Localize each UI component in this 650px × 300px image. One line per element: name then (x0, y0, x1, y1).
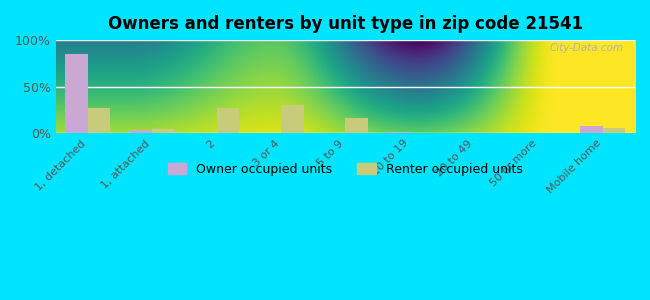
Bar (603, 128, 625, 133)
Bar (216, 108, 239, 133)
Bar (387, 132, 410, 133)
Bar (152, 129, 175, 133)
Bar (580, 126, 603, 133)
Bar (88, 108, 110, 133)
Legend: Owner occupied units, Renter occupied units: Owner occupied units, Renter occupied un… (162, 158, 528, 181)
Title: Owners and renters by unit type in zip code 21541: Owners and renters by unit type in zip c… (108, 15, 583, 33)
Text: City-Data.com: City-Data.com (549, 43, 623, 53)
Bar (281, 105, 304, 133)
Bar (66, 54, 88, 133)
Bar (130, 130, 152, 133)
Bar (345, 118, 368, 133)
